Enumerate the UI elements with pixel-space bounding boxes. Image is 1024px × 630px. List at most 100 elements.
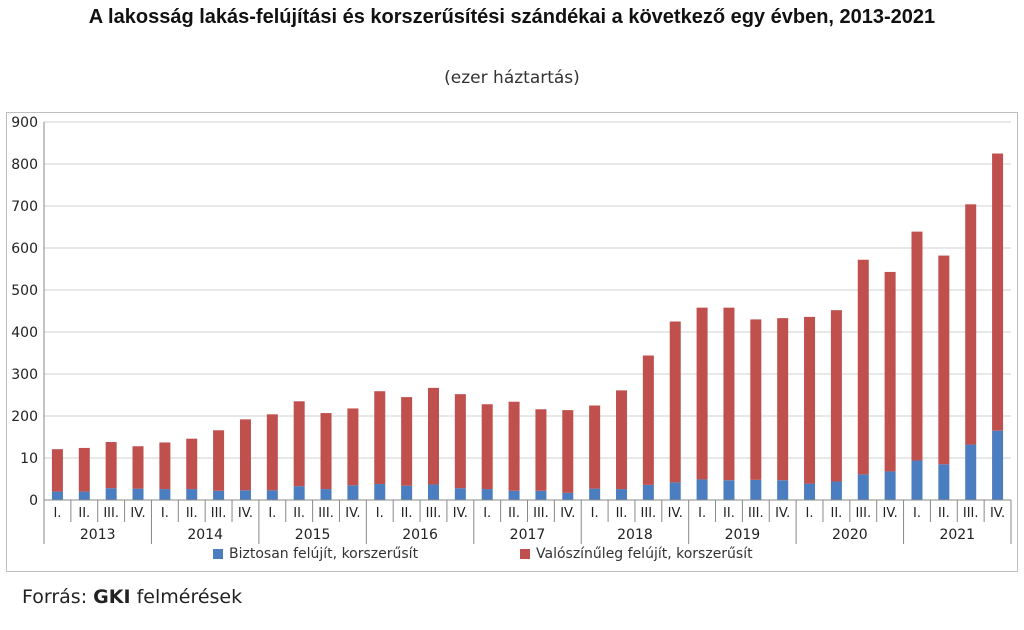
y-tick-label: 200 [11, 409, 38, 425]
legend-swatch-biztosan [213, 549, 223, 559]
chart-subtitle: (ezer háztartás) [444, 68, 580, 88]
legend-swatch-valoszinuleg [520, 549, 530, 559]
x-tick-label-quarter: IV. [560, 506, 575, 521]
bar-segment-biztosan [911, 460, 923, 500]
x-tick-label-quarter: II. [186, 506, 198, 521]
bar-segment-biztosan [132, 488, 144, 500]
x-tick-label-quarter: III. [963, 506, 979, 521]
bar-segment-biztosan [51, 491, 63, 500]
bar-segment-biztosan [78, 491, 90, 500]
bar-segment-biztosan [159, 489, 171, 500]
bar-segment-biztosan [562, 492, 574, 500]
x-tick-label-quarter: II. [401, 506, 413, 521]
x-tick-label-quarter: III. [748, 506, 764, 521]
x-tick-label-quarter: I. [913, 506, 921, 521]
bar-segment-valoszinuleg [186, 438, 198, 490]
x-tick-label-year: 2018 [617, 527, 653, 543]
bar-segment-biztosan [186, 489, 198, 500]
x-tick-label-quarter: III. [426, 506, 442, 521]
x-tick-label-quarter: IV. [775, 506, 790, 521]
bar-segment-valoszinuleg [132, 446, 144, 489]
bar-segment-valoszinuleg [884, 271, 896, 472]
bar-segment-biztosan [535, 490, 547, 500]
bar-segment-biztosan [804, 483, 816, 500]
x-tick-label-quarter: II. [830, 506, 842, 521]
x-tick-label-quarter: I. [53, 506, 61, 521]
bar-segment-biztosan [454, 488, 466, 500]
bar-segment-biztosan [508, 490, 520, 500]
chart-frame: 0 10 200 300 400 500 600 700 800 900 I. II. III. IV. I… [6, 112, 1018, 572]
x-tick-label-year: 2019 [725, 527, 761, 543]
y-tick-label: 500 [11, 283, 38, 299]
x-tick-label-quarter: III. [855, 506, 871, 521]
bar-segment-biztosan [669, 482, 681, 500]
bar-segment-biztosan [723, 480, 735, 500]
bar-segment-biztosan [293, 486, 305, 500]
x-tick-label-quarter: IV. [668, 506, 683, 521]
bar-segment-biztosan [777, 480, 789, 500]
x-tick-label-quarter: I. [268, 506, 276, 521]
x-tick-label-quarter: II. [616, 506, 628, 521]
source-org: GKI [93, 586, 131, 608]
bar-segment-biztosan [589, 488, 601, 500]
y-tick-label: 900 [11, 115, 38, 131]
x-tick-label-quarter: III. [533, 506, 549, 521]
x-tick-label-quarter: II. [723, 506, 735, 521]
bar-segment-biztosan [481, 489, 493, 500]
bar-segment-valoszinuleg [857, 259, 869, 475]
x-tick-label-quarter: I. [591, 506, 599, 521]
legend-label-biztosan: Biztosan felújít, korszerűsít [229, 546, 419, 562]
bar-segment-biztosan [105, 488, 117, 500]
x-tick-label-quarter: I. [483, 506, 491, 521]
bar-segment-biztosan [320, 489, 332, 500]
x-tick-label-quarter: II. [508, 506, 520, 521]
x-tick-label-quarter: I. [698, 506, 706, 521]
y-tick-label: 600 [11, 241, 38, 257]
bar-segment-valoszinuleg [293, 401, 305, 487]
bar-segment-valoszinuleg [78, 447, 90, 492]
y-tick-label: 700 [11, 199, 38, 215]
bar-segment-biztosan [965, 444, 977, 500]
bar-segment-valoszinuleg [696, 307, 708, 480]
bar-segment-biztosan [642, 484, 654, 500]
y-tick-label: 800 [11, 157, 38, 173]
bar-segment-valoszinuleg [481, 404, 493, 490]
bar-segment-biztosan [239, 490, 251, 500]
x-tick-label-year: 2013 [80, 527, 116, 543]
bar-segment-biztosan [616, 489, 628, 500]
source-text: felmérések [136, 586, 243, 608]
x-tick-label-quarter: III. [318, 506, 334, 521]
bar-segment-valoszinuleg [508, 401, 520, 491]
x-tick-label-quarter: I. [806, 506, 814, 521]
bar-segment-valoszinuleg [992, 153, 1004, 431]
bar-segment-valoszinuleg [535, 409, 547, 491]
legend-item-valoszinuleg: Valószínűleg felújít, korszerűsít [520, 546, 753, 562]
x-tick-label-quarter: I. [376, 506, 384, 521]
bar-segment-valoszinuleg [642, 355, 654, 485]
bar-segment-biztosan [213, 490, 225, 500]
bar-segment-valoszinuleg [830, 310, 842, 482]
bar-segment-valoszinuleg [51, 449, 63, 492]
bar-segment-valoszinuleg [616, 390, 628, 490]
source-label: Forrás: [22, 586, 88, 608]
x-tick-label-quarter: IV. [345, 506, 360, 521]
x-tick-label-quarter: II. [293, 506, 305, 521]
x-tick-label-quarter: III. [211, 506, 227, 521]
bar-segment-valoszinuleg [938, 255, 950, 465]
y-tick-label: 300 [11, 367, 38, 383]
bar-segment-valoszinuleg [239, 419, 251, 491]
x-tick-label-year: 2020 [832, 527, 868, 543]
bar-segment-valoszinuleg [454, 394, 466, 489]
x-tick-label-quarter: IV. [453, 506, 468, 521]
x-tick-label-quarter: III. [103, 506, 119, 521]
legend-label-valoszinuleg: Valószínűleg felújít, korszerűsít [536, 546, 753, 562]
y-tick-label: 400 [11, 325, 38, 341]
x-tick-label-year: 2016 [402, 527, 438, 543]
bar-segment-valoszinuleg [105, 442, 117, 489]
bar-segment-valoszinuleg [562, 410, 574, 493]
x-tick-label-year: 2015 [295, 527, 331, 543]
bar-segment-valoszinuleg [777, 318, 789, 481]
bar-segment-valoszinuleg [669, 321, 681, 483]
chart-title: A lakosság lakás-felújítási és korszerűs… [88, 6, 936, 28]
bar-segment-biztosan [938, 464, 950, 500]
